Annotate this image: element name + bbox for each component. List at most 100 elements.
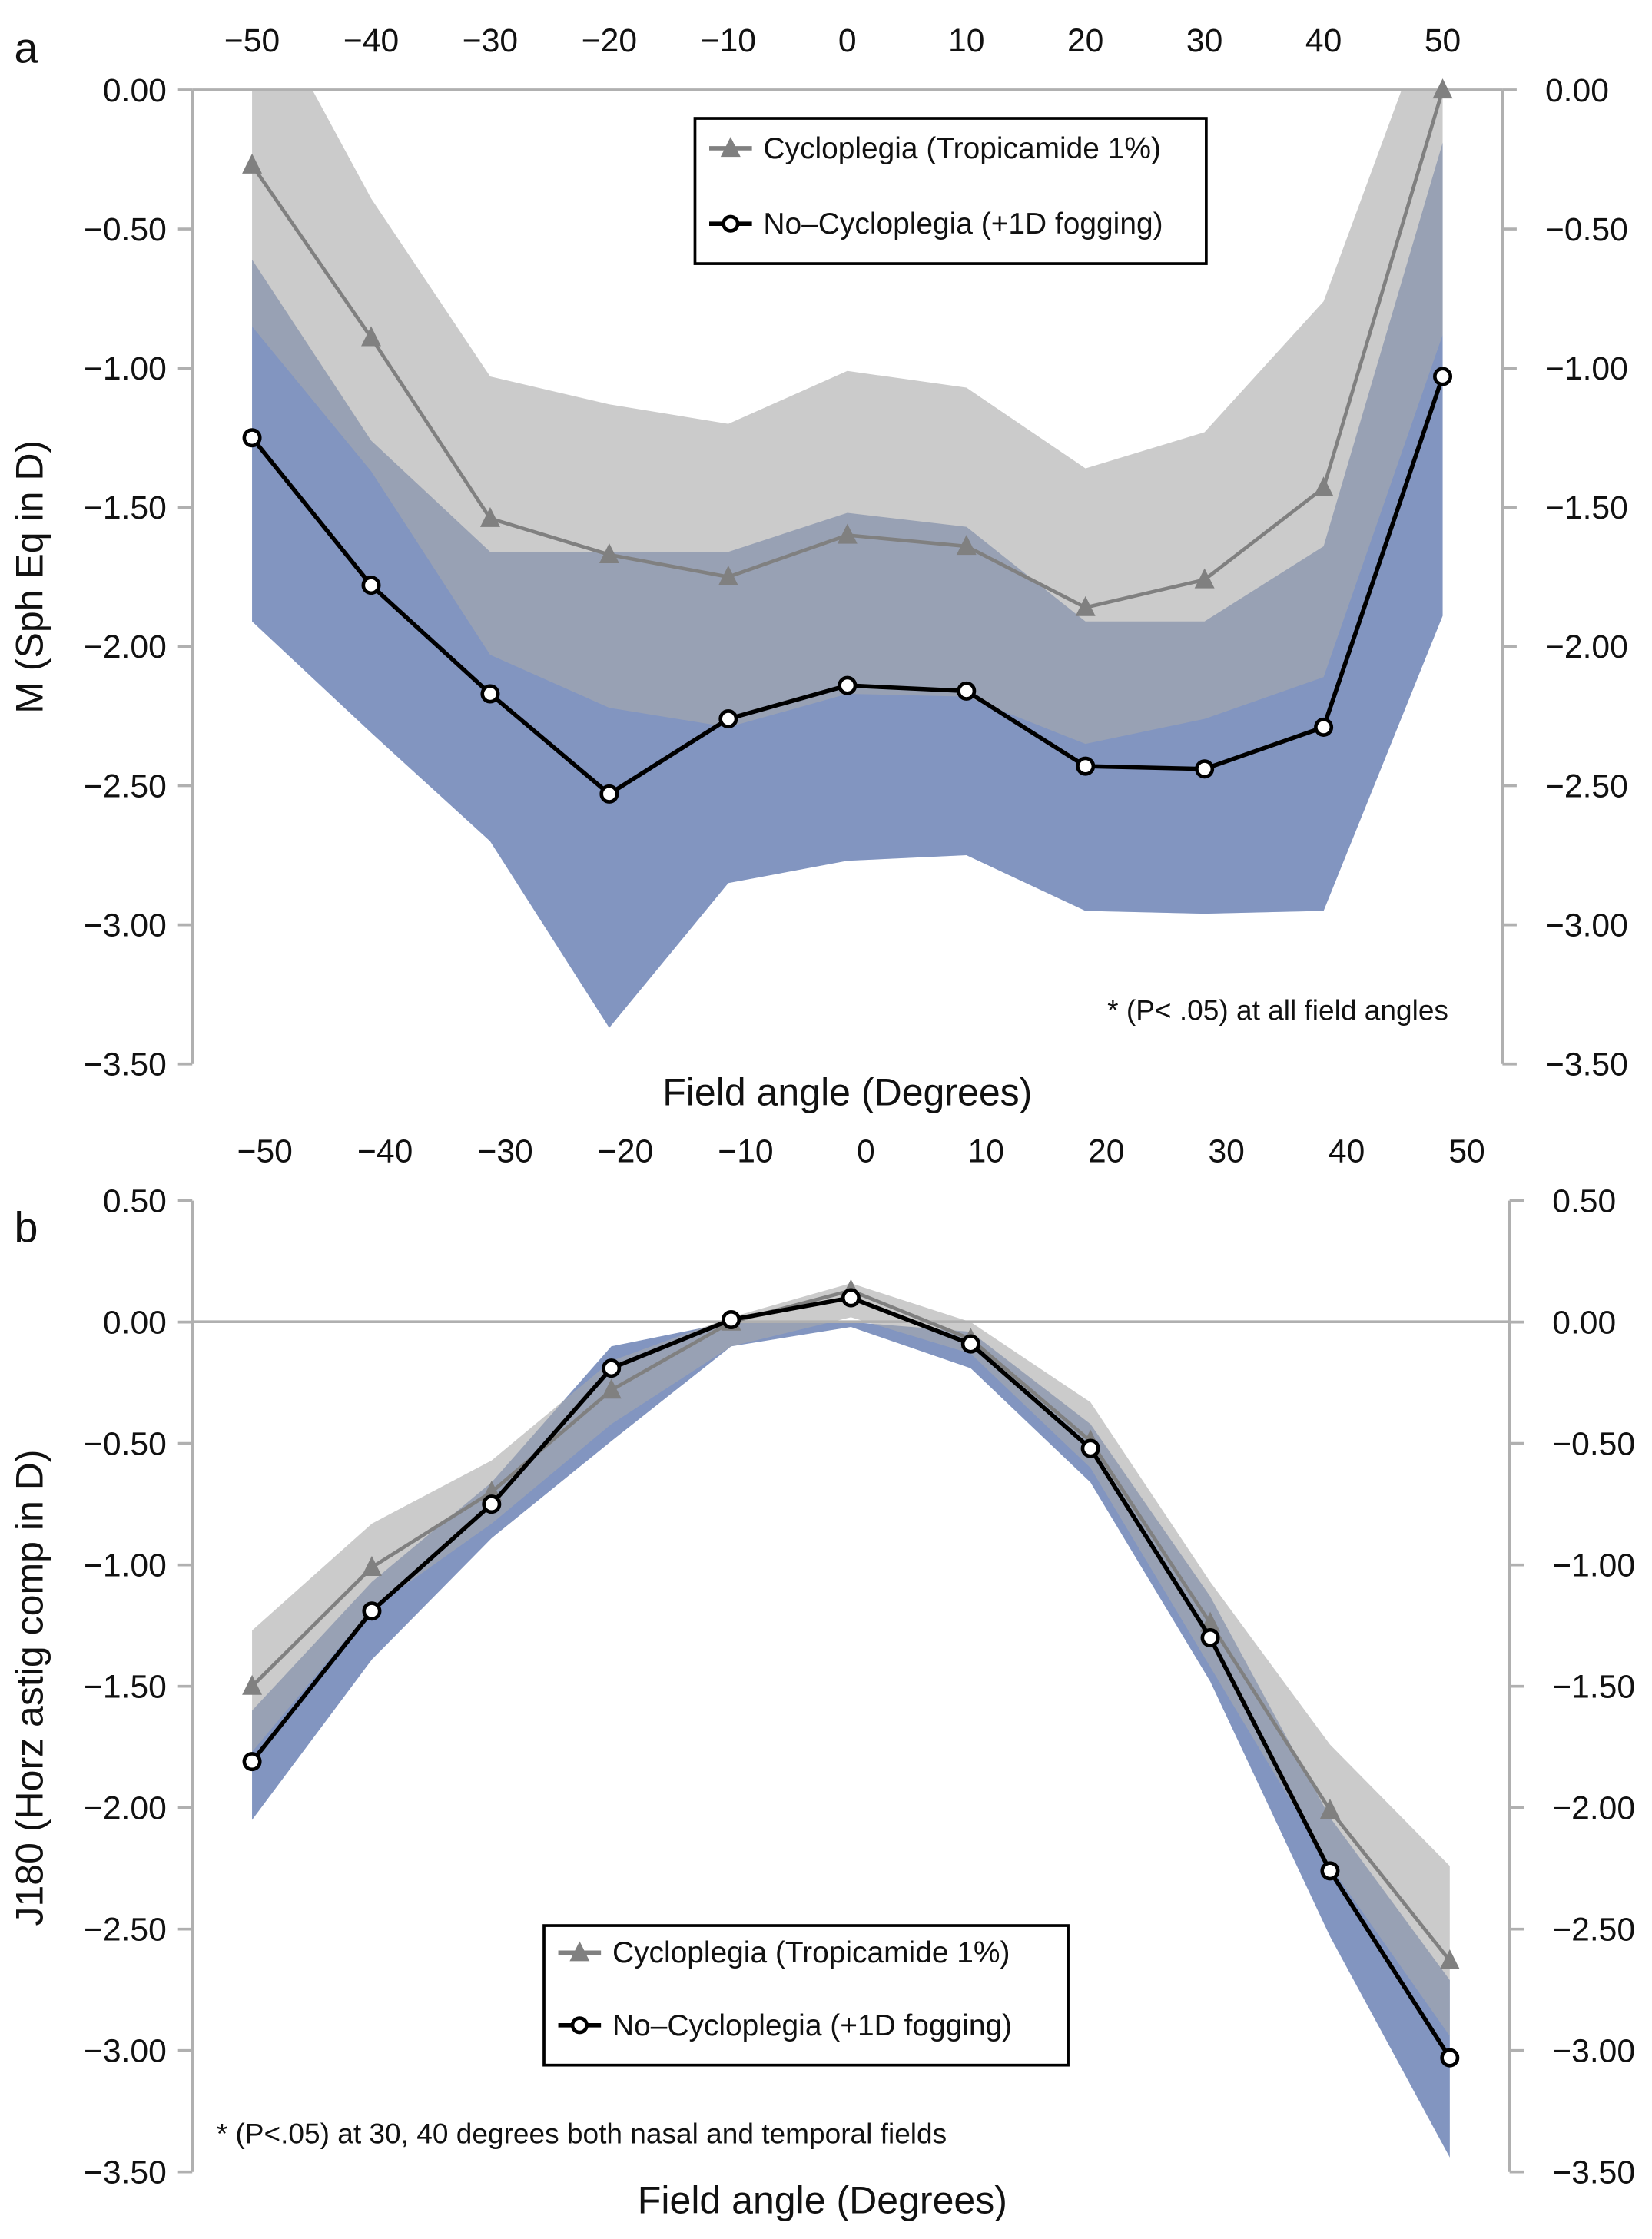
triangle-marker — [242, 1674, 263, 1695]
x-tick-label: 50 — [1425, 22, 1461, 59]
circle-marker — [718, 709, 738, 729]
x-tick-label: −30 — [463, 22, 518, 59]
band-overlap — [252, 142, 1443, 1028]
significance-note: * (P<.05) at 30, 40 degrees both nasal a… — [217, 2118, 947, 2150]
x-tick-label: 40 — [1329, 1133, 1365, 1170]
x-tick-label: −40 — [343, 22, 399, 59]
y-tick-label-left: −2.50 — [84, 768, 167, 804]
chart-panel-b: 0.50 0.50 0.00 0.00 −0.50 −0.50 −1.00 −1.00 −1.5… — [8, 1133, 1635, 2222]
y-tick-label-left: −0.50 — [84, 211, 167, 248]
circle-marker — [599, 784, 619, 804]
significance-note: * (P< .05) at all field angles — [1107, 993, 1448, 1026]
y-tick-label-right: −2.00 — [1552, 1790, 1635, 1827]
triangle-marker — [1313, 476, 1334, 497]
x-axis-label: Field angle (Degrees) — [662, 1070, 1032, 1113]
y-tick-label-right: −3.00 — [1552, 2033, 1635, 2070]
y-tick-label-right: −1.00 — [1552, 1547, 1635, 1584]
y-tick-label-left: −1.50 — [84, 1668, 167, 1705]
panel-letter: b — [15, 1203, 38, 1251]
legend-box — [693, 117, 1208, 265]
y-tick-label-right: 0.50 — [1552, 1183, 1616, 1219]
x-axis-label: Field angle (Degrees) — [638, 2178, 1007, 2221]
triangle-marker — [1194, 568, 1215, 589]
circle-marker — [722, 1309, 741, 1330]
x-tick-label: 50 — [1448, 1133, 1484, 1170]
circle-marker — [480, 684, 500, 704]
band-series-0 — [252, 1283, 1450, 2036]
x-tick-label: 20 — [1088, 1133, 1124, 1170]
circle-marker — [960, 1334, 980, 1354]
x-tick-label: −10 — [701, 22, 756, 59]
triangle-marker — [479, 506, 500, 527]
circle-marker — [1433, 367, 1453, 386]
x-tick-label: −30 — [477, 1133, 532, 1170]
circle-marker — [1080, 1438, 1100, 1458]
x-tick-label: −10 — [718, 1133, 773, 1170]
chart-panel-a: 0.00 0.00 −0.50 −0.50 −1.00 −1.00 −1.50 −1.50 −2… — [8, 22, 1628, 1114]
triangle-marker — [718, 566, 738, 585]
y-tick-label-left: 0.00 — [103, 72, 167, 109]
triangle-marker — [361, 1555, 382, 1576]
y-tick-label-left: −2.00 — [84, 629, 167, 665]
x-tick-label: −50 — [224, 22, 280, 59]
y-tick-label-left: −3.50 — [84, 1047, 167, 1083]
circle-marker — [242, 428, 262, 448]
circle-marker — [482, 1494, 502, 1514]
legend-triangle-marker — [569, 1941, 590, 1962]
y-tick-label-right: −2.00 — [1545, 629, 1628, 665]
y-axis-label: M (Sph Eq in D) — [8, 440, 51, 714]
y-tick-label-left: −1.50 — [84, 489, 167, 526]
circle-marker — [362, 1601, 382, 1621]
x-tick-label: 30 — [1208, 1133, 1244, 1170]
legend-circle-marker — [722, 214, 740, 233]
x-tick-label: 0 — [857, 1133, 875, 1170]
y-tick-label-right: −2.50 — [1552, 1912, 1635, 1949]
series-line-0 — [250, 1289, 1451, 1962]
circle-marker — [1195, 759, 1215, 779]
x-tick-label: 10 — [968, 1133, 1004, 1170]
y-tick-label-left: 0.50 — [103, 1183, 167, 1219]
x-tick-label: −40 — [357, 1133, 413, 1170]
x-tick-label: 30 — [1186, 22, 1222, 59]
legend: Cycloplegia (Tropicamide 1%) No–Cyclopleg… — [693, 117, 1208, 265]
x-tick-label: 10 — [948, 22, 984, 59]
y-tick-label-left: −2.00 — [84, 1790, 167, 1827]
circle-marker — [1200, 1627, 1220, 1647]
triangle-marker — [361, 326, 381, 347]
triangle-marker — [956, 535, 977, 556]
y-tick-label-right: −1.50 — [1545, 489, 1628, 526]
band-series-0 — [252, 89, 1443, 745]
legend-label: No–Cycloplegia (+1D fogging) — [763, 207, 1163, 240]
circle-marker — [1076, 756, 1096, 776]
y-tick-label-left: −1.00 — [84, 1547, 167, 1584]
circle-marker — [1320, 1861, 1340, 1881]
x-tick-label: −50 — [237, 1133, 293, 1170]
y-tick-label-left: −1.00 — [84, 350, 167, 387]
circle-marker — [361, 576, 381, 595]
legend-label: Cycloplegia (Tropicamide 1%) — [763, 132, 1161, 165]
legend-circle-marker — [570, 2016, 589, 2035]
legend-triangle-marker — [720, 137, 741, 158]
triangle-marker — [1075, 595, 1096, 616]
y-tick-label-right: −2.50 — [1545, 768, 1628, 804]
y-tick-label-right: −1.00 — [1545, 350, 1628, 387]
legend-box — [542, 1924, 1070, 2067]
y-tick-label-right: −3.50 — [1552, 2154, 1635, 2191]
triangle-marker — [601, 1378, 622, 1399]
y-tick-label-left: 0.00 — [103, 1304, 167, 1341]
y-tick-label-right: 0.00 — [1552, 1304, 1616, 1341]
y-axis-label: J180 (Horz astig comp in D) — [8, 1450, 51, 1926]
y-tick-label-right: −0.50 — [1552, 1425, 1635, 1462]
y-tick-label-right: 0.00 — [1545, 72, 1609, 109]
legend-label: Cycloplegia (Tropicamide 1%) — [612, 1936, 1010, 1969]
circle-marker — [602, 1358, 622, 1378]
circle-marker — [242, 1752, 262, 1772]
y-tick-label-left: −0.50 — [84, 1425, 167, 1462]
x-tick-label: 20 — [1067, 22, 1103, 59]
y-tick-label-left: −2.50 — [84, 1912, 167, 1949]
triangle-marker — [1319, 1799, 1340, 1819]
circle-marker — [1314, 717, 1334, 737]
triangle-marker — [599, 543, 619, 563]
legend: Cycloplegia (Tropicamide 1%) No–Cyclopleg… — [542, 1924, 1070, 2067]
